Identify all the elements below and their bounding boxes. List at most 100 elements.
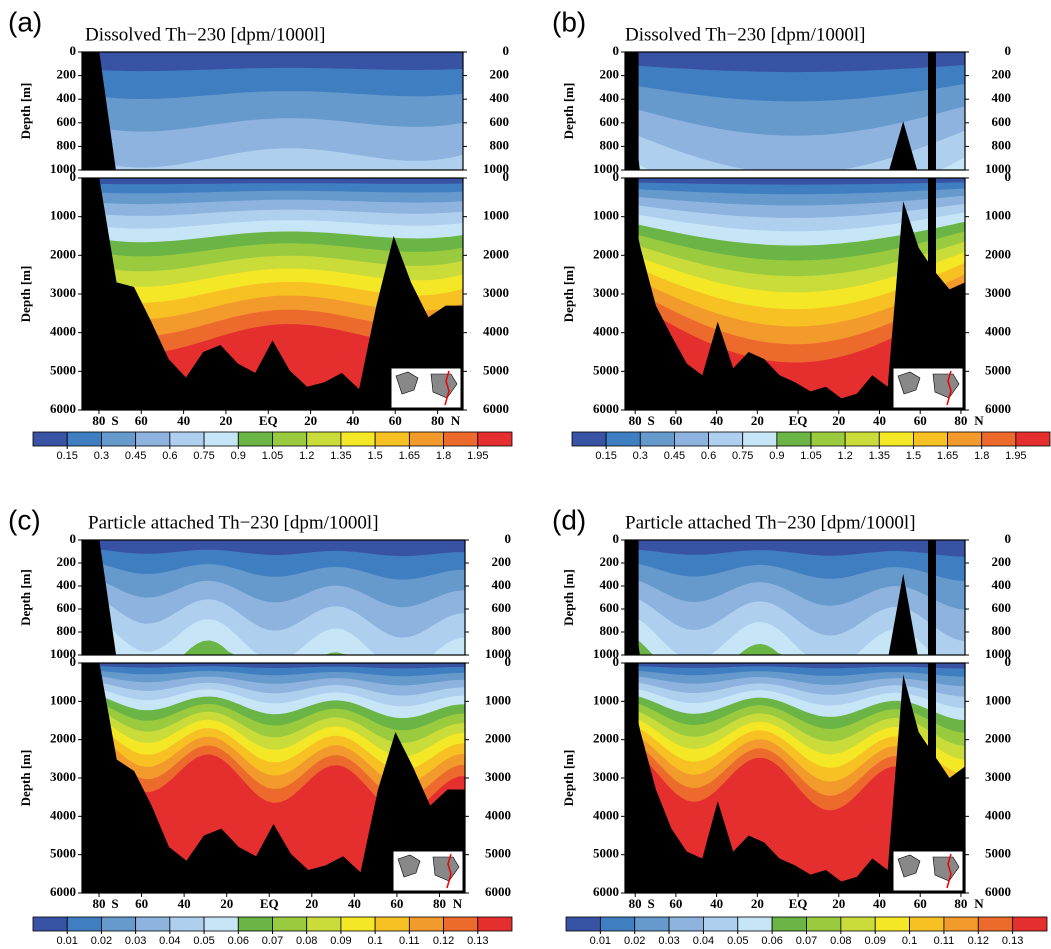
x-tick-label: 60 xyxy=(135,413,148,428)
colorbar-box xyxy=(708,431,744,447)
y-tick-label: 1000 xyxy=(50,208,76,223)
colorbar-label: 0.05 xyxy=(727,935,748,947)
y-tick-label: 1000 xyxy=(593,692,619,707)
chart-title: Dissolved Th−230 [dpm/1000l] xyxy=(85,24,325,45)
x-tick-label: 80 xyxy=(954,896,967,911)
y-tick-label: 600 xyxy=(992,114,1012,129)
y-tick-label: 600 xyxy=(492,600,512,615)
colorbar-label: 0.13 xyxy=(467,935,488,947)
colorbar-label: 0.13 xyxy=(1002,935,1023,947)
seafloor xyxy=(625,663,965,893)
colorbar-box xyxy=(977,916,1014,932)
y-tick-label: 800 xyxy=(57,137,77,152)
y-tick-label: 6000 xyxy=(593,884,619,899)
y-tick-label: 400 xyxy=(600,577,620,592)
colorbar-label: 0.09 xyxy=(865,935,886,947)
colorbar-box xyxy=(408,431,444,447)
y-tick-label: 0 xyxy=(503,169,510,184)
colorbar-box xyxy=(340,431,376,447)
land xyxy=(625,178,639,410)
x-tick-label: 80 xyxy=(431,413,444,428)
y-tick-label: 5000 xyxy=(483,362,509,377)
colorbar-box xyxy=(477,431,513,447)
plot-frame xyxy=(624,539,966,656)
colorbar-box xyxy=(306,431,342,447)
colorbar-box xyxy=(477,916,513,932)
colorbar-label: 0.9 xyxy=(231,450,246,462)
y-tick-label: 600 xyxy=(600,600,620,615)
y-tick-label: 2000 xyxy=(485,731,511,746)
colorbar-box xyxy=(101,431,137,447)
y-tick-label: 800 xyxy=(600,137,620,152)
y-tick-label: 4000 xyxy=(593,807,619,822)
land xyxy=(928,540,936,655)
y-tick-label: 6000 xyxy=(50,401,76,416)
colorbar-box xyxy=(947,431,983,447)
x-tick-label: 20 xyxy=(751,413,764,428)
colorbar-box xyxy=(408,916,444,932)
colorbar-box xyxy=(1015,431,1051,447)
y-axis-label: Depth [m] xyxy=(18,750,33,807)
colorbar-label: 0.9 xyxy=(769,450,784,462)
colorbar-box xyxy=(272,916,308,932)
y-tick-label: 1000 xyxy=(985,161,1011,176)
y-tick-label: 2000 xyxy=(483,246,509,261)
land xyxy=(928,52,936,170)
x-tick-label: 60 xyxy=(669,896,682,911)
plot-frame xyxy=(81,51,464,171)
colorbar-label: 0.01 xyxy=(590,935,611,947)
colorbar-box xyxy=(306,916,342,932)
y-tick-label: 400 xyxy=(57,90,77,105)
x-tick-label: 40 xyxy=(710,413,723,428)
colorbar-label: 0.02 xyxy=(624,935,645,947)
colorbar-box xyxy=(1012,916,1048,932)
panel-label: (c) xyxy=(8,504,41,535)
x-tick-label: EQ xyxy=(260,896,279,911)
colorbar-box xyxy=(840,916,876,932)
colorbar-box xyxy=(443,431,479,447)
y-tick-label: 400 xyxy=(492,577,512,592)
y-axis-label: Depth [m] xyxy=(18,569,33,626)
y-tick-label: 1000 xyxy=(50,161,76,176)
y-tick-label: 200 xyxy=(992,67,1012,82)
colorbar-label: 0.6 xyxy=(162,450,177,462)
x-tick-label: 20 xyxy=(305,896,318,911)
y-tick-label: 3000 xyxy=(485,769,511,784)
contour-band xyxy=(82,148,463,170)
land xyxy=(82,52,98,170)
x-tick-label: 40 xyxy=(348,896,361,911)
y-tick-label: 3000 xyxy=(985,769,1011,784)
contour-field xyxy=(82,52,463,170)
y-tick-label: 4000 xyxy=(985,324,1011,339)
colorbar-label: 1.35 xyxy=(330,450,351,462)
colorbar-label: 1.95 xyxy=(1005,450,1026,462)
contour-field xyxy=(625,178,965,410)
colorbar-label: 1.05 xyxy=(800,450,821,462)
x-tick-label: EQ xyxy=(789,413,808,428)
y-tick-label: 3000 xyxy=(985,285,1011,300)
seafloor xyxy=(82,663,465,893)
y-tick-label: 400 xyxy=(57,577,77,592)
y-tick-label: 6000 xyxy=(50,884,76,899)
colorbar-label: 0.12 xyxy=(968,935,989,947)
y-tick-label: 1000 xyxy=(593,161,619,176)
y-tick-label: 1000 xyxy=(483,161,509,176)
colorbar-label: 1.95 xyxy=(467,450,488,462)
y-tick-label: 800 xyxy=(57,623,77,638)
y-tick-label: 6000 xyxy=(483,401,509,416)
y-tick-label: 4000 xyxy=(593,324,619,339)
y-tick-label: 200 xyxy=(490,67,510,82)
y-tick-label: 2000 xyxy=(593,731,619,746)
y-axis-label: Depth [m] xyxy=(561,750,576,807)
colorbar-box xyxy=(66,431,102,447)
y-tick-label: 3000 xyxy=(483,285,509,300)
x-tick-label: 80 xyxy=(629,413,642,428)
y-tick-label: 5000 xyxy=(50,362,76,377)
y-tick-label: 5000 xyxy=(985,846,1011,861)
contour-field xyxy=(82,178,463,410)
x-tick-label: 80 xyxy=(93,896,106,911)
colorbar-label: 0.3 xyxy=(633,450,648,462)
y-tick-label: 1000 xyxy=(593,208,619,223)
x-tick-label: 20 xyxy=(220,896,233,911)
y-tick-label: 1000 xyxy=(985,692,1011,707)
